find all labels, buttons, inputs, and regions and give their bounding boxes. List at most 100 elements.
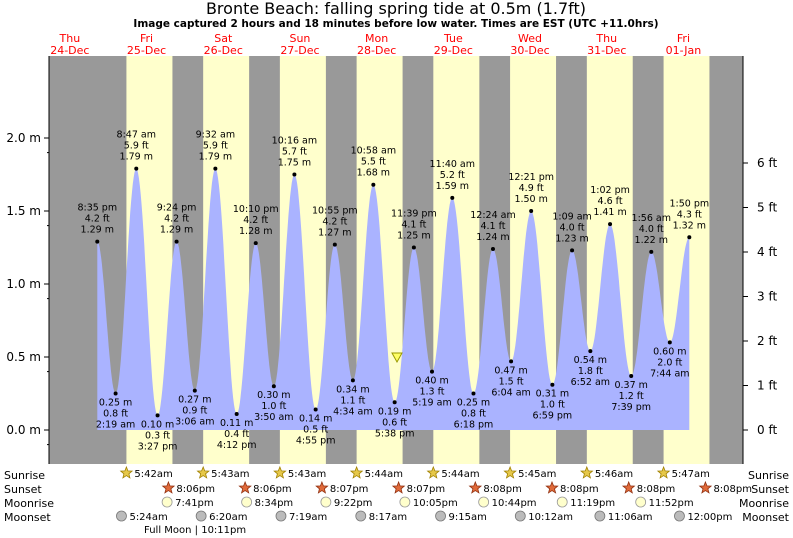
tide-ft-label: 1.5 ft <box>499 376 524 387</box>
high-tide-marker: 1:56 am4.0 ft1.22 m <box>632 213 671 254</box>
tide-time-label: 6:52 am <box>571 377 610 388</box>
tide-m-label: 0.60 m <box>653 346 686 357</box>
sunrise-time: 5:44am <box>365 469 403 480</box>
tide-time-label: 11:40 am <box>430 159 475 170</box>
tide-curve <box>97 168 690 430</box>
chart-subtitle: Image captured 2 hours and 18 minutes be… <box>133 18 658 30</box>
tide-ft-label: 0.4 ft <box>224 429 249 440</box>
sunset-row-label: Sunset <box>4 483 42 496</box>
moonset-entry: 5:24am <box>116 510 168 523</box>
pale-moon-circle-icon <box>161 496 173 508</box>
day-date: 26-Dec <box>204 44 243 57</box>
orange-star-icon <box>315 480 329 494</box>
tide-ft-label: 0.8 ft <box>461 409 486 420</box>
tide-point <box>271 384 276 389</box>
left-tick-label: 0.5 m <box>6 350 41 364</box>
tide-time-label: 2:19 am <box>96 420 135 431</box>
orange-star-icon <box>391 480 406 494</box>
grey-moon-circle-icon <box>275 510 287 522</box>
tide-m-label: 1.29 m <box>81 225 114 236</box>
tide-time-label: 10:10 pm <box>233 204 279 215</box>
tide-ft-label: 1.0 ft <box>261 401 286 412</box>
chart-title: Bronte Beach: falling spring tide at 0.5… <box>206 0 586 18</box>
day-date: 01-Jan <box>666 44 702 57</box>
low-tide-marker: 0.47 m1.5 ft6:04 am <box>491 359 531 398</box>
tide-time-label: 4:34 am <box>333 406 372 417</box>
orange-star-icon <box>545 480 559 494</box>
tide-time-label: 5:38 pm <box>375 428 415 439</box>
yellow-star-icon <box>273 465 287 479</box>
sunrise-entry: 5:46am <box>580 465 633 480</box>
yellow-star-icon <box>349 465 364 479</box>
moonrise-entry: 8:34pm <box>241 496 293 509</box>
day-date: 29-Dec <box>434 44 473 57</box>
tide-point <box>292 172 297 177</box>
high-tide-marker: 1:02 pm4.6 ft1.41 m <box>590 185 630 227</box>
tide-point <box>134 166 139 171</box>
tide-ft-label: 0.8 ft <box>103 409 128 420</box>
high-tide-marker: 10:58 am5.5 ft1.68 m <box>351 146 396 187</box>
sunrise-entry: 5:44am <box>426 465 480 480</box>
moonrise-time: 11:19pm <box>570 498 615 509</box>
sunrise-row-label-right: Sunrise <box>748 469 789 482</box>
sunset-time: 8:08pm <box>483 484 522 495</box>
sunset-time: 8:06pm <box>176 484 215 495</box>
tide-ft-label: 5.2 ft <box>440 170 465 181</box>
sunset-time: 8:08pm <box>560 484 599 495</box>
yellow-star-icon <box>656 465 671 479</box>
grey-moon-circle-icon <box>674 510 685 522</box>
day-name: Sun <box>289 32 310 45</box>
sunrise-entry: 5:43am <box>196 465 249 480</box>
high-tide-marker: 9:24 pm4.2 ft1.29 m <box>157 203 196 244</box>
tide-m-label: 0.10 m <box>141 419 174 430</box>
sunrise-time: 5:47am <box>672 469 710 480</box>
moonset-entry: 12:00pm <box>674 510 732 523</box>
tide-ft-label: 1.3 ft <box>419 387 444 398</box>
moonset-time: 7:19am <box>289 512 327 523</box>
sunset-entry: 8:08pm <box>468 480 522 495</box>
tide-point <box>550 382 555 387</box>
low-tide-marker: 0.14 m0.5 ft4:55 pm <box>296 407 335 447</box>
tide-ft-label: 0.6 ft <box>382 417 407 428</box>
tide-ft-label: 5.7 ft <box>282 147 307 158</box>
high-tide-marker: 11:39 pm4.1 ft1.25 m <box>391 209 437 250</box>
tide-m-label: 0.27 m <box>178 395 211 406</box>
left-tick-label: 0.0 m <box>6 423 41 437</box>
full-moon-note: Full Moon | 10:11pm <box>144 525 246 536</box>
tide-ft-label: 5.9 ft <box>203 141 228 152</box>
low-tide-marker: 0.31 m1.0 ft6:59 pm <box>533 382 572 422</box>
sunset-entry: 8:08pm <box>545 480 599 495</box>
moonset-entry: 9:15am <box>435 510 487 523</box>
tide-time-label: 11:39 pm <box>391 209 437 220</box>
tide-point <box>429 369 434 374</box>
tide-time-label: 6:04 am <box>491 387 530 398</box>
right-tick-label: 0 ft <box>757 423 777 437</box>
right-tick-label: 5 ft <box>757 200 777 214</box>
low-tide-marker: 0.54 m1.8 ft6:52 am <box>571 349 610 388</box>
tide-time-label: 3:27 pm <box>138 441 178 452</box>
moonrise-time: 10:05pm <box>413 498 458 509</box>
tide-m-label: 0.25 m <box>457 398 490 409</box>
moonrise-entry: 11:52pm <box>635 496 694 509</box>
day-date: 28-Dec <box>357 44 396 57</box>
tide-point <box>471 391 476 396</box>
moonset-time: 9:15am <box>449 512 487 523</box>
grey-moon-circle-icon <box>195 510 207 522</box>
tide-point <box>213 166 218 171</box>
tide-time-label: 1:02 pm <box>590 185 630 196</box>
tide-m-label: 1.29 m <box>160 225 193 236</box>
tide-point <box>332 242 337 247</box>
tide-point <box>608 222 613 227</box>
high-tide-marker: 10:10 pm4.2 ft1.28 m <box>233 204 279 246</box>
tide-ft-label: 4.0 ft <box>639 224 664 235</box>
tide-m-label: 1.28 m <box>239 226 272 237</box>
day-name: Sat <box>214 32 233 45</box>
current-level-marker-icon <box>391 352 403 364</box>
tide-m-label: 0.47 m <box>494 365 527 376</box>
sunrise-time: 5:44am <box>441 469 479 480</box>
day-headers: Thu24-DecFri25-DecSat26-DecSun27-DecMon2… <box>50 32 701 57</box>
tide-point <box>95 239 100 244</box>
tide-m-label: 0.11 m <box>220 418 253 429</box>
tide-labels: 8:35 pm4.2 ft1.29 m0.25 m0.8 ft2:19 am8:… <box>77 130 709 453</box>
